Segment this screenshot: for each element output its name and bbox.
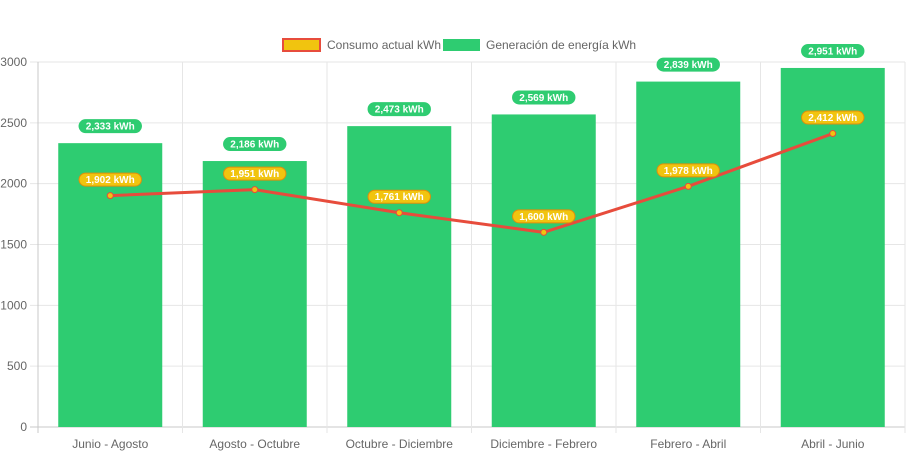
line-data-label: 2,412 kWh [808,113,857,124]
line-data-label: 1,761 kWh [375,192,424,203]
bar-data-label: 2,839 kWh [664,60,713,71]
y-tick-label: 3000 [0,55,27,69]
line-point [251,186,259,194]
bar [347,126,452,427]
bar-data-label-bg [78,119,142,134]
grid [30,61,906,433]
y-tick-label: 2500 [0,116,27,130]
x-tick-label: Junio - Agosto [72,437,148,451]
bar-series [58,67,885,428]
x-tick-label: Agosto - Octubre [209,437,300,451]
y-axis: 0 500 1000 1500 2000 2500 3000 [0,55,27,434]
legend-swatch-consumo [282,38,321,52]
y-tick-label: 2000 [0,177,27,191]
bar-data-label-bg [223,137,287,152]
line-data-label-bg [223,166,287,181]
y-tick-label: 500 [7,359,27,373]
bar-data-label-bg [656,57,720,72]
legend-item-generacion[interactable]: Generación de energía kWh [443,38,636,52]
data-labels: 2,333 kWh 2,186 kWh 2,473 kWh 2,569 kWh 2,83… [78,43,865,224]
bar-data-label: 2,186 kWh [230,140,279,151]
legend[interactable]: Consumo actual kWh Generación de energía… [282,38,636,52]
line-data-label: 1,951 kWh [230,169,279,180]
line-point [106,192,114,200]
bar-data-label: 2,569 kWh [519,93,568,104]
x-axis: Junio - Agosto Agosto - Octubre Octubre - … [72,437,865,451]
bar-data-label-bg [801,43,865,58]
x-tick-label: Abril - Junio [801,437,865,451]
bar [636,81,741,428]
y-tick-label: 0 [20,420,27,434]
bar-data-label: 2,333 kWh [86,122,135,133]
line-point [540,228,548,236]
legend-label-consumo: Consumo actual kWh [327,38,441,52]
line-data-label-bg [78,172,142,187]
bar-data-label-bg [512,90,576,105]
bar-data-label-bg [367,102,431,117]
line-data-label: 1,978 kWh [664,166,713,177]
line-data-label: 1,902 kWh [86,175,135,186]
bar [780,67,885,427]
line-series [106,130,837,236]
legend-item-consumo[interactable]: Consumo actual kWh [282,38,441,52]
bar [202,161,307,427]
x-tick-label: Febrero - Abril [650,437,726,451]
line-data-label-bg [656,163,720,178]
y-tick-label: 1500 [0,238,27,252]
legend-swatch-generacion [443,39,480,51]
x-tick-label: Octubre - Diciembre [346,437,454,451]
bar-data-label: 2,951 kWh [808,46,857,57]
bar [58,143,163,427]
y-tick-label: 1000 [0,298,27,312]
legend-label-generacion: Generación de energía kWh [486,38,636,52]
line-path [110,132,834,234]
line-data-label-bg [801,110,865,125]
line-point [395,209,403,217]
bar [491,114,596,428]
line-data-label-bg [367,189,431,204]
x-tick-label: Diciembre - Febrero [490,437,597,451]
line-point [684,182,692,190]
bar-data-label: 2,473 kWh [375,105,424,116]
line-point [829,130,837,138]
line-data-label: 1,600 kWh [519,212,568,223]
line-data-label-bg [512,209,576,224]
